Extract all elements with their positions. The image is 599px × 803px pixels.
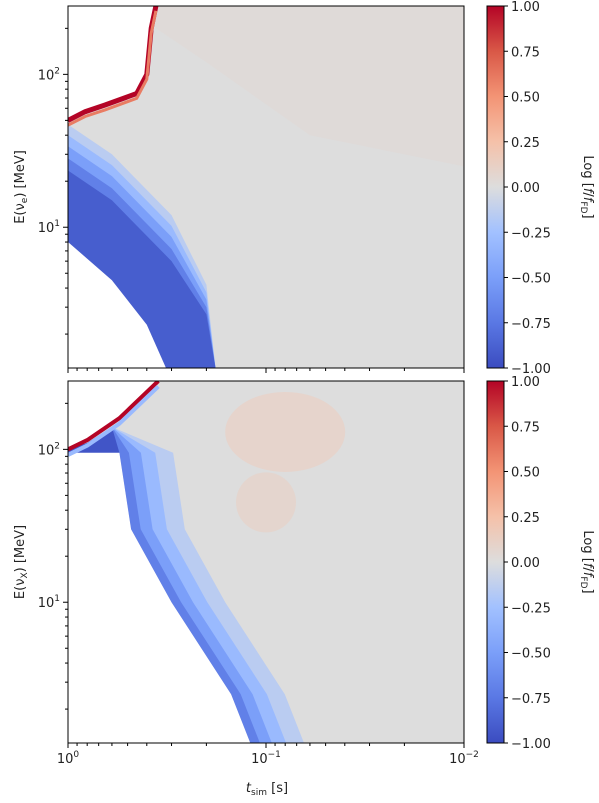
plot-area bbox=[68, 381, 464, 743]
colorbar-tick-label: 0.50 bbox=[511, 466, 540, 481]
top-y-axis-label: E(νe) [MeV] bbox=[13, 150, 30, 224]
x-tick-label: 10−1 bbox=[251, 750, 281, 767]
y-tick-label: 102 bbox=[38, 441, 60, 458]
y-tick-label: 101 bbox=[38, 594, 60, 611]
colorbar-tick-label: −0.75 bbox=[511, 692, 551, 707]
y-tick-label: 102 bbox=[38, 66, 60, 83]
plot-area bbox=[68, 6, 464, 368]
colorbar-tick-label: 0.00 bbox=[511, 181, 540, 196]
colorbar-tick-label: −0.50 bbox=[511, 647, 551, 662]
colorbar-tick-label: 0.25 bbox=[511, 136, 540, 151]
empty-high-region bbox=[68, 381, 159, 450]
y-tick-label: 101 bbox=[38, 219, 60, 236]
warm-patch bbox=[225, 391, 346, 472]
bottom-y-axis-label: E(νX) [MeV] bbox=[13, 525, 30, 599]
top-colorbar: 1.00 0.75 0.50 0.25 0.00 −0.25 −0.50 −0.75 −1.00 bbox=[486, 0, 551, 377]
colorbar-tick-label: 0.25 bbox=[511, 511, 540, 526]
colorbar-tick-label: −0.25 bbox=[511, 601, 551, 616]
empty-low-region bbox=[68, 242, 166, 368]
x-tick-label: 100 bbox=[57, 750, 80, 767]
colorbar-tick-label: −0.50 bbox=[511, 272, 551, 287]
x-tick-label: 10−2 bbox=[449, 750, 479, 767]
cool-edge bbox=[68, 385, 160, 457]
x-axis-label: tsim [s] bbox=[246, 781, 288, 798]
colorbar-tick-label: 1.00 bbox=[511, 0, 540, 15]
colorbar-tick-label: −1.00 bbox=[511, 737, 551, 752]
warm-patch bbox=[236, 472, 296, 533]
empty-high-region bbox=[68, 6, 156, 121]
top-panel: 101 102 bbox=[38, 5, 465, 373]
colorbar-tick-label: 0.50 bbox=[511, 91, 540, 106]
colorbar-tick-label: −0.25 bbox=[511, 226, 551, 241]
warm-plateau bbox=[155, 6, 464, 167]
colorbar-tick-label: −0.75 bbox=[511, 317, 551, 332]
top-colorbar-label: Log [f/fFD] bbox=[578, 155, 595, 218]
hot-edge bbox=[68, 381, 160, 452]
colorbar-tick-label: −1.00 bbox=[511, 362, 551, 377]
colorbar-gradient bbox=[486, 380, 505, 744]
colorbar-tick-label: 1.00 bbox=[511, 375, 540, 390]
colorbar-gradient bbox=[486, 5, 505, 369]
warm-edge bbox=[68, 10, 158, 127]
colorbar-tick-label: 0.75 bbox=[511, 420, 540, 435]
empty-low-region bbox=[68, 452, 251, 743]
bottom-colorbar-label: Log [f/fFD] bbox=[578, 530, 595, 593]
bottom-colorbar: 1.00 0.75 0.50 0.25 0.00 −0.25 −0.50 −0.75 −1.00 bbox=[486, 375, 551, 752]
bottom-panel: 100 10−1 10−2 101 102 bbox=[38, 380, 479, 767]
colorbar-tick-label: 0.75 bbox=[511, 45, 540, 60]
colorbar-tick-label: 0.00 bbox=[511, 556, 540, 571]
